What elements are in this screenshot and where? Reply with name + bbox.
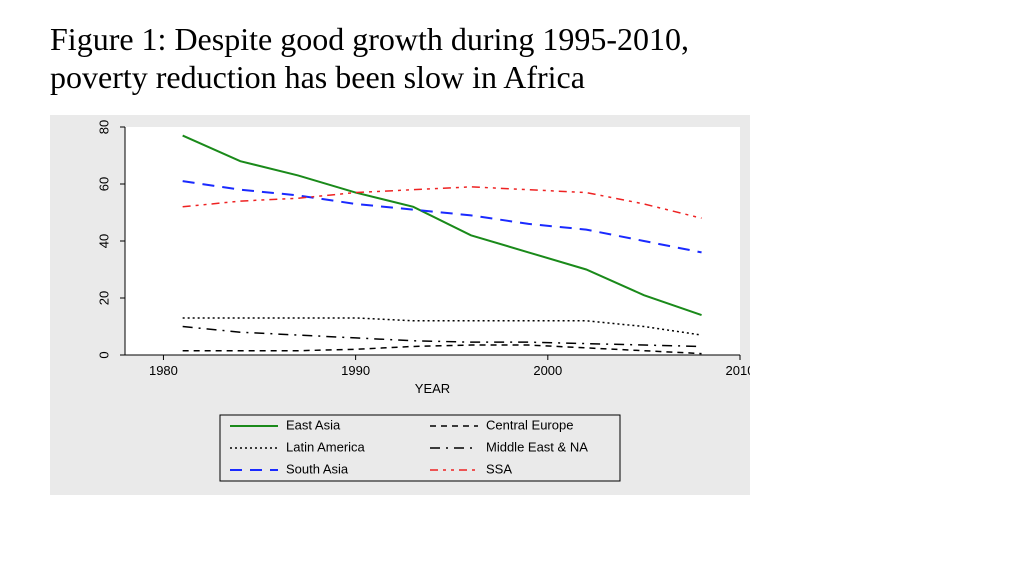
- svg-text:Central Europe: Central Europe: [486, 417, 573, 432]
- svg-text:Latin America: Latin America: [286, 439, 366, 454]
- svg-text:60: 60: [96, 177, 111, 191]
- svg-text:20: 20: [96, 291, 111, 305]
- svg-text:East Asia: East Asia: [286, 417, 341, 432]
- svg-text:1990: 1990: [341, 363, 370, 378]
- chart-container: 0 20 40 60 80 1980 1990 2000 2010 YEAR East Asia Ce…: [50, 115, 750, 495]
- svg-text:2010: 2010: [726, 363, 750, 378]
- line-chart: 0 20 40 60 80 1980 1990 2000 2010 YEAR East Asia Ce…: [50, 115, 750, 495]
- svg-text:2000: 2000: [533, 363, 562, 378]
- svg-text:South Asia: South Asia: [286, 461, 349, 476]
- svg-text:Middle East & NA: Middle East & NA: [486, 439, 588, 454]
- svg-text:80: 80: [96, 120, 111, 134]
- figure-title: Figure 1: Despite good growth during 199…: [50, 20, 770, 97]
- svg-text:SSA: SSA: [486, 461, 512, 476]
- svg-text:40: 40: [96, 234, 111, 248]
- svg-text:1980: 1980: [149, 363, 178, 378]
- svg-text:YEAR: YEAR: [415, 381, 450, 396]
- svg-text:0: 0: [96, 351, 111, 358]
